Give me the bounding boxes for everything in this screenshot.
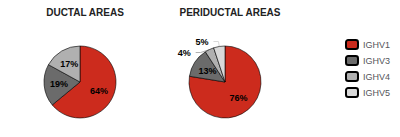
svg-text:IGHV4: IGHV4 xyxy=(363,72,390,82)
svg-text:IGHV3: IGHV3 xyxy=(363,56,390,66)
svg-text:PERIDUCTAL AREAS: PERIDUCTAL AREAS xyxy=(180,7,281,18)
svg-text:19%: 19% xyxy=(50,79,68,89)
svg-text:64%: 64% xyxy=(90,86,108,96)
svg-text:17%: 17% xyxy=(60,59,78,69)
svg-text:IGHV1: IGHV1 xyxy=(363,40,390,50)
svg-text:76%: 76% xyxy=(230,93,248,103)
svg-text:5%: 5% xyxy=(195,37,208,47)
svg-text:DUCTAL AREAS: DUCTAL AREAS xyxy=(46,7,124,18)
svg-text:4%: 4% xyxy=(178,48,191,58)
svg-text:IGHV5: IGHV5 xyxy=(363,88,390,98)
svg-text:13%: 13% xyxy=(198,66,216,76)
